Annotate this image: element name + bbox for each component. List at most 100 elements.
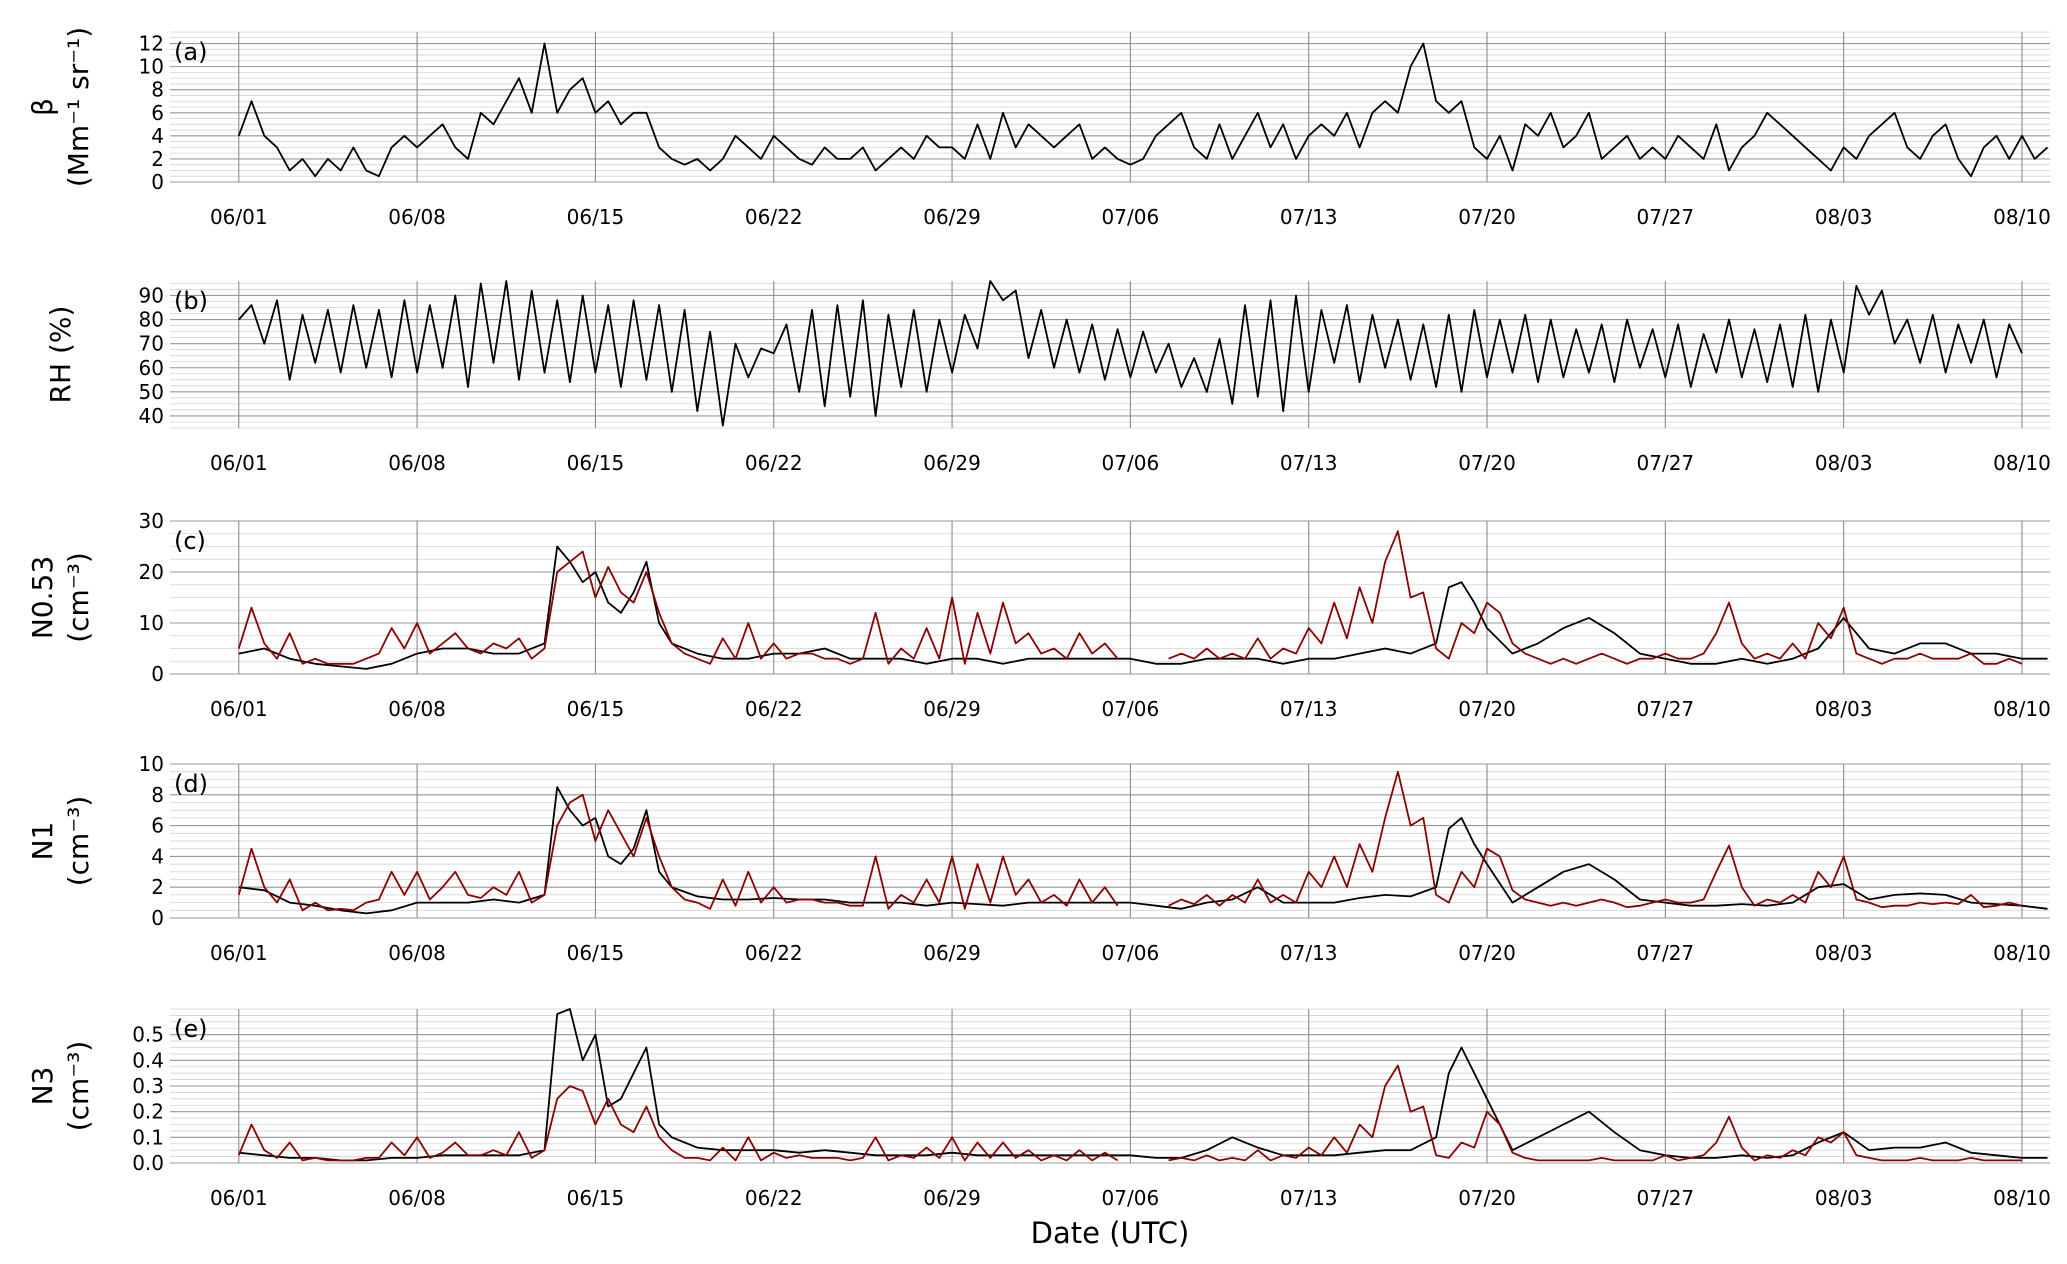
panel-tag: (e) — [174, 1015, 208, 1043]
x-tick-label: 06/22 — [745, 451, 803, 475]
y-axis-label: N0.53 — [26, 556, 59, 639]
y-tick-label: 12 — [139, 32, 164, 56]
x-tick-label: 06/01 — [210, 205, 268, 229]
y-tick-label: 0.3 — [132, 1074, 164, 1098]
y-tick-label: 90 — [139, 283, 164, 307]
panel-tag: (a) — [174, 38, 207, 66]
y-tick-label: 30 — [139, 509, 164, 533]
y-tick-label: 0 — [151, 662, 164, 686]
x-tick-label: 06/01 — [210, 1186, 268, 1210]
x-tick-label: 08/03 — [1815, 1186, 1873, 1210]
minor-gridlines — [170, 520, 2050, 675]
x-tick-label: 07/20 — [1458, 697, 1516, 721]
y-axis-label: (cm⁻³) — [62, 1041, 95, 1132]
x-tick-label: 06/29 — [923, 697, 981, 721]
major-gridlines — [170, 1034, 2050, 1164]
panel-tag: (c) — [174, 527, 206, 555]
y-tick-label: 10 — [139, 752, 164, 776]
y-tick-label: 0.1 — [132, 1125, 164, 1149]
y-tick-label: 2 — [151, 147, 164, 171]
x-tick-label: 07/06 — [1102, 205, 1160, 229]
major-gridlines — [170, 520, 2050, 675]
y-tick-label: 80 — [139, 308, 164, 332]
y-axis-label: (cm⁻³) — [62, 796, 95, 887]
y-tick-label: 8 — [151, 783, 164, 807]
series-line-black — [238, 786, 2048, 915]
y-tick-label: 50 — [139, 380, 164, 404]
date-gridlines — [238, 764, 2023, 918]
panel-tag: (d) — [174, 770, 208, 798]
y-tick-label: 70 — [139, 332, 164, 356]
y-tick-label: 4 — [151, 124, 164, 148]
x-tick-label: 07/20 — [1458, 451, 1516, 475]
series-line-black — [237, 42, 2049, 178]
y-tick-label: 0.0 — [132, 1151, 164, 1175]
x-tick-label: 07/27 — [1637, 1186, 1695, 1210]
major-gridlines — [170, 294, 2050, 417]
panel-d: 0 2 4 6 8 10 06/01 06/08 06/15 06/22 06/29 07/06 07/… — [26, 752, 2051, 965]
series-line-darkred — [237, 530, 2023, 665]
y-tick-label: 0.2 — [132, 1100, 164, 1124]
x-tick-label: 06/22 — [745, 205, 803, 229]
x-tick-label: 06/15 — [567, 1186, 625, 1210]
series-line-darkred — [237, 770, 2023, 912]
y-axis-label: N3 — [26, 1067, 59, 1106]
y-tick-label: 0.4 — [132, 1048, 164, 1072]
x-tick-label: 06/01 — [210, 941, 268, 965]
y-tick-label: 0 — [151, 906, 164, 930]
x-tick-label: 07/06 — [1102, 1186, 1160, 1210]
y-tick-label: 8 — [151, 78, 164, 102]
panel-tag: (b) — [174, 287, 208, 315]
y-tick-label: 20 — [139, 560, 164, 584]
y-axis-label: β — [26, 98, 59, 116]
y-tick-label: 6 — [151, 814, 164, 838]
x-tick-label: 06/08 — [388, 1186, 446, 1210]
series-line-darkred — [237, 1064, 2022, 1162]
x-tick-label: 06/01 — [210, 451, 268, 475]
series-line-black — [238, 545, 2048, 670]
x-tick-label: 07/20 — [1458, 941, 1516, 965]
x-tick-label: 07/27 — [1637, 697, 1695, 721]
y-tick-label: 60 — [139, 356, 164, 380]
y-tick-label: 40 — [139, 404, 164, 428]
y-tick-label: 4 — [151, 844, 164, 868]
x-tick-label: 07/27 — [1637, 451, 1695, 475]
y-axis-label: (cm⁻³) — [62, 552, 95, 643]
y-tick-label: 10 — [139, 55, 164, 79]
x-tick-label: 08/10 — [1993, 451, 2051, 475]
x-tick-label: 07/13 — [1280, 205, 1338, 229]
x-tick-label: 06/15 — [567, 697, 625, 721]
major-gridlines — [170, 763, 2050, 919]
x-tick-label: 07/20 — [1458, 1186, 1516, 1210]
x-tick-label: 06/15 — [567, 451, 625, 475]
x-tick-label: 07/27 — [1637, 941, 1695, 965]
x-tick-label: 08/03 — [1815, 451, 1873, 475]
x-tick-label: 06/15 — [567, 941, 625, 965]
y-tick-label: 6 — [151, 101, 164, 125]
series-line-black — [238, 1008, 2048, 1162]
x-tick-label: 08/03 — [1815, 941, 1873, 965]
x-tick-label: 06/29 — [923, 451, 981, 475]
y-tick-label: 0 — [151, 170, 164, 194]
minor-gridlines — [170, 31, 2050, 183]
x-tick-label: 06/22 — [745, 697, 803, 721]
x-tick-label: 08/10 — [1993, 1186, 2051, 1210]
x-tick-label: 08/03 — [1815, 697, 1873, 721]
x-tick-label: 06/15 — [567, 205, 625, 229]
x-tick-label: 07/06 — [1102, 697, 1160, 721]
y-tick-label: 0.5 — [132, 1023, 164, 1047]
y-axis-label: RH (%) — [44, 306, 77, 404]
x-tick-label: 06/08 — [388, 697, 446, 721]
y-tick-label: 2 — [151, 875, 164, 899]
x-tick-label: 06/22 — [745, 1186, 803, 1210]
x-tick-label: 08/10 — [1993, 205, 2051, 229]
x-tick-label: 06/29 — [923, 941, 981, 965]
x-tick-label: 08/10 — [1993, 697, 2051, 721]
x-tick-label: 06/29 — [923, 1186, 981, 1210]
major-gridlines — [170, 42, 2050, 183]
x-tick-label: 07/20 — [1458, 205, 1516, 229]
y-axis-label: (Mm⁻¹ sr⁻¹) — [62, 27, 95, 187]
